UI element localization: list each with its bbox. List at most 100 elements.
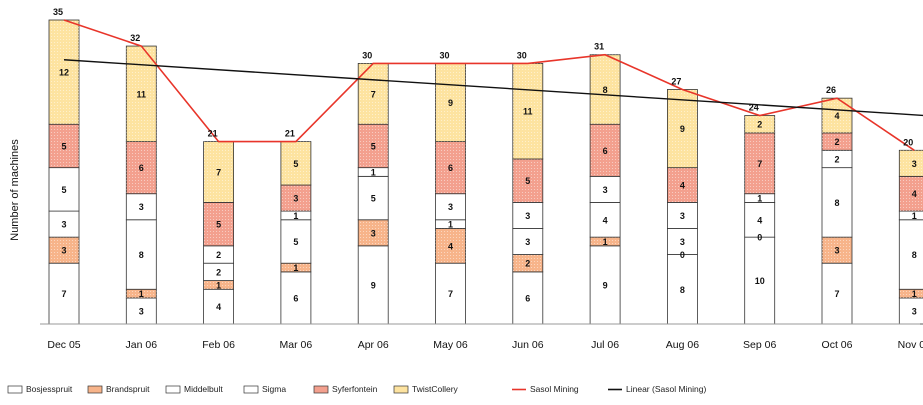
bar-segment-bosjesspruit — [280, 271, 312, 325]
bar-segment-middelbult — [667, 228, 698, 255]
bar-segment-middelbult — [280, 219, 312, 264]
data-label: 3 — [603, 185, 608, 195]
bar-segment-texture — [126, 141, 157, 194]
data-label: 5 — [216, 220, 221, 230]
bar-segment-middelbult — [357, 175, 389, 221]
data-label: 7 — [216, 168, 221, 178]
legend-label: Linear (Sasol Mining) — [626, 384, 706, 394]
data-label: 3 — [525, 211, 530, 221]
bar-segment-texture — [899, 176, 923, 212]
data-label: 3 — [448, 202, 453, 212]
data-label: 3 — [525, 237, 530, 247]
legend-label: Sasol Mining — [530, 384, 579, 394]
data-label: 2 — [834, 154, 839, 164]
data-label: 6 — [603, 146, 608, 156]
data-label: 1 — [603, 237, 608, 247]
x-tick-label: Nov 06 — [898, 339, 923, 351]
bar-segment-texture — [899, 150, 923, 177]
data-label: 3 — [139, 306, 144, 316]
bar-segment-middelbult — [512, 228, 544, 255]
data-label: 2 — [834, 137, 839, 147]
x-tick-label: Apr 06 — [358, 339, 389, 351]
data-label: 7 — [371, 89, 376, 99]
bar-segment-texture — [822, 132, 852, 151]
data-label: 7 — [61, 289, 66, 299]
bar-segment-bosjesspruit — [821, 262, 853, 325]
bar-segment-texture — [822, 237, 852, 264]
data-label: 5 — [293, 237, 298, 247]
total-label: 21 — [208, 129, 218, 139]
lines-layer — [63, 19, 923, 151]
data-label: 6 — [448, 163, 453, 173]
data-label: 1 — [371, 168, 376, 178]
total-label: 20 — [903, 137, 913, 147]
legend-swatch — [87, 385, 103, 394]
data-label: 2 — [216, 267, 221, 277]
bar-segment-texture — [667, 89, 698, 168]
x-tick-label: Jul 06 — [591, 339, 619, 351]
data-label: 8 — [680, 285, 685, 295]
data-label: 12 — [59, 68, 69, 78]
sasol-mining-line — [63, 19, 915, 151]
data-label: 3 — [293, 194, 298, 204]
data-label: 1 — [757, 194, 762, 204]
bar-segment-texture — [744, 115, 775, 133]
bar-segment-texture — [590, 54, 621, 125]
data-label: 5 — [61, 141, 66, 151]
data-label: 6 — [293, 293, 298, 303]
data-label: 3 — [834, 246, 839, 256]
bar-segment-texture — [512, 63, 543, 159]
data-label: 3 — [680, 237, 685, 247]
data-label: 8 — [912, 250, 917, 260]
legend-label: Syferfontein — [332, 384, 378, 394]
bar-segment-bosjesspruit — [667, 254, 698, 325]
bar-segment-texture — [280, 263, 311, 272]
data-label: 1 — [293, 211, 298, 221]
bar-segment-texture — [49, 124, 79, 168]
bar-segment-middelbult — [821, 167, 853, 238]
x-tick-label: Mar 06 — [280, 339, 313, 351]
bar-segment-texture — [126, 46, 157, 142]
legend-swatch — [243, 385, 259, 394]
data-label: 3 — [371, 228, 376, 238]
data-label: 4 — [757, 215, 762, 225]
data-label: 8 — [834, 198, 839, 208]
bar-segment-texture — [358, 219, 389, 246]
data-label: 3 — [61, 220, 66, 230]
data-label: 2 — [216, 250, 221, 260]
data-label: 9 — [603, 280, 608, 290]
bar-segment-sigma — [667, 201, 698, 229]
legend-swatch — [313, 385, 329, 394]
data-label: 4 — [834, 111, 839, 121]
bar-segment-texture — [590, 237, 621, 246]
data-label: 1 — [139, 289, 144, 299]
y-axis-label: Number of machines — [9, 139, 21, 241]
legend: Bosjesspruit Brandspruit Middelbult Sigma Sy… — [7, 384, 706, 394]
data-label: 3 — [912, 159, 917, 169]
data-label: 3 — [912, 306, 917, 316]
legend-swatch — [165, 385, 181, 394]
data-label: 9 — [448, 98, 453, 108]
data-label: 4 — [912, 189, 917, 199]
bar-segment-texture — [435, 63, 466, 142]
bar-segment-texture — [435, 141, 466, 194]
data-label: 1 — [912, 211, 917, 221]
bar-segment-bosjesspruit — [203, 288, 235, 325]
legend-swatch — [7, 385, 23, 394]
labels-layer: 7335512318361141225761513593515774136962… — [53, 7, 917, 316]
data-label: 5 — [371, 141, 376, 151]
x-tick-label: Dec 05 — [47, 339, 80, 351]
data-label: 4 — [680, 181, 685, 191]
bar-segment-texture — [667, 167, 698, 203]
data-label: 9 — [680, 124, 685, 134]
bar-segment-texture — [512, 254, 543, 272]
bar-segment-texture — [280, 141, 311, 186]
data-label: 5 — [61, 185, 66, 195]
x-tick-label: May 06 — [433, 339, 468, 351]
total-label: 30 — [439, 50, 449, 60]
bar-segment-texture — [203, 202, 234, 246]
data-label: 6 — [139, 163, 144, 173]
bar-segment-texture — [203, 141, 234, 203]
